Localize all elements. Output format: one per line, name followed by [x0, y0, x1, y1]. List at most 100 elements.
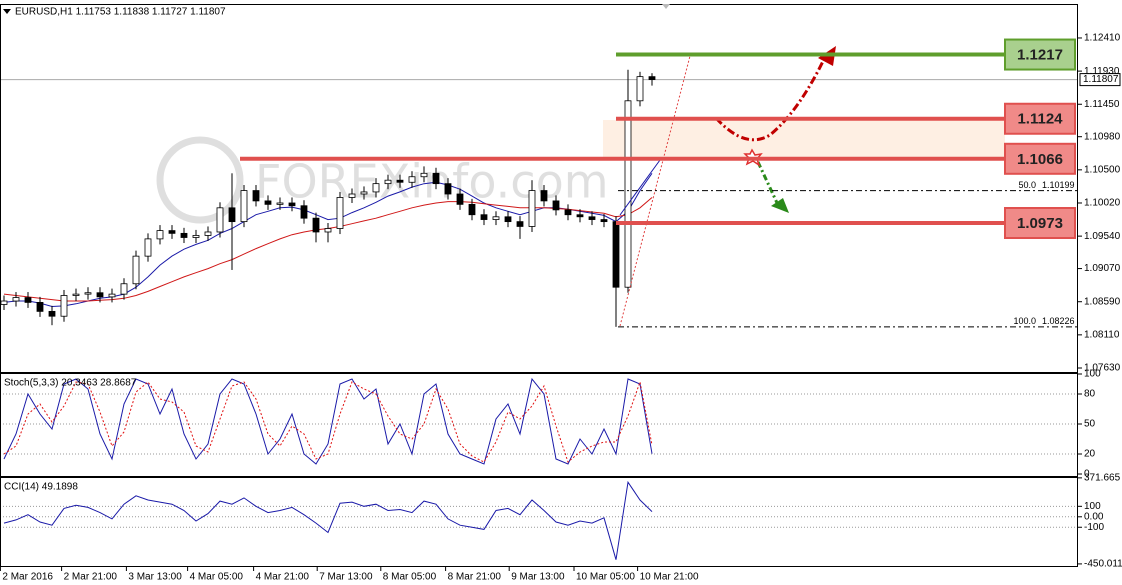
- candle-body: [588, 216, 596, 220]
- level-box: [1004, 207, 1076, 240]
- candle-body: [156, 230, 164, 240]
- candle-body: [648, 76, 656, 81]
- candle-body: [540, 190, 548, 202]
- candle-body: [564, 209, 572, 216]
- y-tick-label: 1.08110: [1084, 329, 1120, 340]
- x-tick-label: 7 Mar 13:00: [319, 572, 373, 583]
- x-tick-label: 4 Mar 05:00: [190, 572, 244, 583]
- candle-body: [300, 205, 308, 219]
- x-tick-label: 10 Mar 05:00: [576, 572, 635, 583]
- y-tick-label: 1.11930: [1084, 66, 1120, 77]
- candle-body: [348, 193, 356, 198]
- series-line: [3, 480, 653, 560]
- candle-body: [456, 193, 464, 205]
- y-tick-label: 1.10020: [1084, 198, 1121, 209]
- candle-body: [552, 200, 560, 211]
- candle-body: [576, 214, 584, 218]
- y-tick-label: 1.09070: [1084, 263, 1121, 274]
- stoch-title: Stoch(5,3,3) 20.3463 28.8687: [4, 378, 137, 389]
- cci-title: CCI(14) 49.1898: [4, 482, 78, 493]
- candle-body: [96, 292, 104, 298]
- candle-body: [624, 100, 632, 288]
- y-tick-label: 50: [1084, 419, 1096, 430]
- candle-body: [312, 217, 320, 233]
- candle-body: [636, 76, 644, 102]
- candle-body: [264, 200, 272, 205]
- x-tick-label: 8 Mar 21:00: [448, 572, 502, 583]
- candle-body: [408, 176, 416, 183]
- candle-body: [444, 183, 452, 195]
- candle-body: [168, 230, 176, 234]
- menu-triangle: [3, 9, 11, 14]
- stoch-frame: [0, 373, 1078, 477]
- level-label: 1.1124: [1017, 111, 1063, 128]
- candle-body: [480, 214, 488, 220]
- level-box: [1004, 102, 1076, 135]
- current-price-label: 1.11807: [1083, 74, 1119, 85]
- level-label: 1.1066: [1017, 151, 1063, 168]
- candle-body: [612, 221, 620, 288]
- y-tick-label: 20: [1084, 449, 1096, 460]
- plot: [0, 69, 1078, 560]
- y-tick-label: -100: [1084, 522, 1104, 533]
- fib-price: 1.08226: [1042, 316, 1075, 326]
- fib-level: 100.0: [1013, 316, 1036, 326]
- candle-body: [12, 297, 20, 302]
- candle-body: [432, 172, 440, 185]
- x-tick-label: 2 Mar 21:00: [64, 572, 118, 583]
- candle-body: [84, 292, 92, 295]
- candle-body: [528, 190, 536, 227]
- scroll-marker: [662, 4, 670, 9]
- candle-body: [336, 197, 344, 229]
- candle-body: [180, 232, 188, 238]
- zone: [603, 120, 1005, 157]
- x-tick-label: 9 Mar 13:00: [511, 572, 565, 583]
- y-tick-label: 1.08590: [1084, 296, 1121, 307]
- candle-body: [600, 219, 608, 223]
- series-line: [3, 377, 653, 465]
- candle-body: [192, 235, 200, 238]
- candle-body: [324, 228, 332, 233]
- scenario-arrows: [619, 46, 836, 327]
- y-tick-label: 1.10500: [1084, 164, 1121, 175]
- candle-body: [372, 183, 380, 193]
- watermark-logo: [156, 136, 244, 224]
- fib-trend: [619, 55, 691, 327]
- candle-body: [276, 202, 284, 205]
- fib-price: 1.10199: [1042, 180, 1075, 190]
- level-box: [1004, 142, 1076, 175]
- candle-body: [504, 216, 512, 223]
- candle-body: [288, 202, 296, 207]
- candle-body: [48, 310, 56, 317]
- y-tick-label: 1.09540: [1084, 231, 1121, 242]
- candle-body: [228, 207, 236, 223]
- y-tick-label: 1.11450: [1084, 99, 1120, 110]
- y-tick-label: 371.665: [1084, 473, 1121, 484]
- main-frame: [0, 4, 1078, 373]
- y-tick-label: 1.07630: [1084, 363, 1121, 374]
- series-line: [3, 380, 653, 463]
- fib-level: 50.0: [1018, 180, 1036, 190]
- trendline: [619, 159, 661, 216]
- y-tick-label: 80: [1084, 389, 1096, 400]
- y-tick-label: 0.00: [1084, 511, 1104, 522]
- x-tick-label: 3 Mar 13:00: [128, 572, 182, 583]
- candle-body: [360, 191, 368, 195]
- candle-body: [216, 207, 224, 233]
- candle-body: [132, 255, 140, 285]
- candle-body: [120, 283, 128, 295]
- candle-body: [516, 221, 524, 227]
- level-box: [1004, 38, 1076, 71]
- candle-body: [0, 300, 8, 305]
- x-tick-label: 4 Mar 21:00: [256, 572, 310, 583]
- candle-body: [492, 216, 500, 220]
- cci-frame: [0, 477, 1078, 567]
- y-tick-label: 1.12410: [1084, 33, 1121, 44]
- candle-body: [60, 295, 68, 317]
- watermark: FOREXinfo.com: [156, 136, 609, 224]
- down-arrowhead: [771, 198, 789, 213]
- candle-body: [384, 179, 392, 185]
- candle-body: [108, 293, 116, 298]
- level-label: 1.1217: [1017, 47, 1063, 64]
